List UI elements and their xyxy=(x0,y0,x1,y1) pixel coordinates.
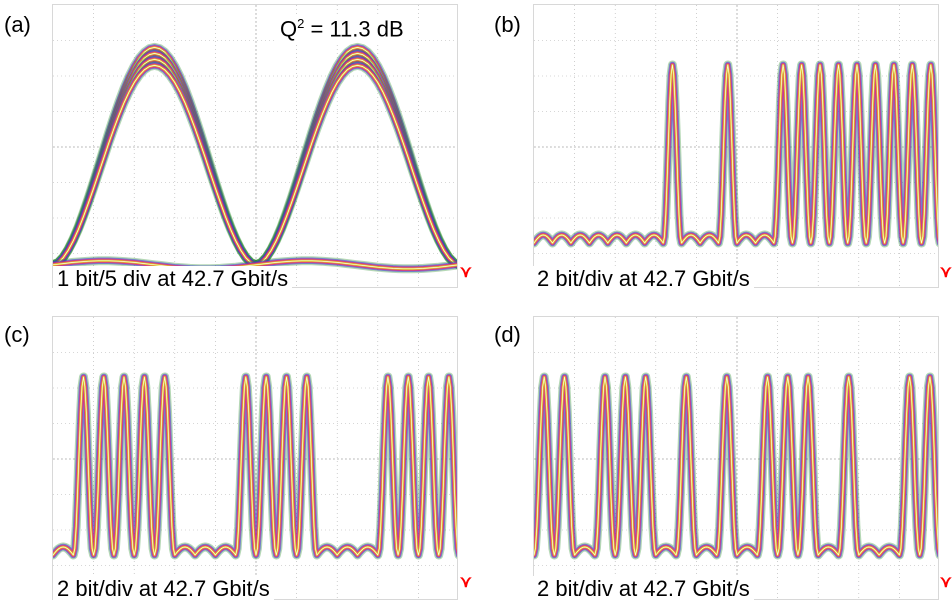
trigger-marker-icon: ⋎ xyxy=(460,264,472,281)
eye-one-pulse-layer-3 xyxy=(254,46,457,267)
panel-b-label: (b) xyxy=(494,12,521,37)
panel-d-waveform-plot xyxy=(533,316,939,600)
eye-one-pulse-layer-2 xyxy=(53,45,259,268)
eye-one-pulse-layer-3 xyxy=(254,64,457,267)
eye-zero-rail-layer-5 xyxy=(53,260,457,270)
eye-one-pulse-layer-1 xyxy=(53,62,260,269)
eye-one-pulse-layer-0 xyxy=(251,42,457,270)
eye-one-pulse-layer-0 xyxy=(53,54,261,270)
panel-d-label: (d) xyxy=(494,322,521,347)
panel-b-waveform-plot xyxy=(533,4,939,288)
panel-a-label: (a) xyxy=(4,12,31,37)
trigger-marker-icon: ⋎ xyxy=(940,574,952,591)
eye-one-pulse-layer-4 xyxy=(53,46,257,266)
panel-c-caption: 2 bit/div at 42.7 Gbit/s xyxy=(53,576,274,602)
waveform-c-svg xyxy=(53,317,457,599)
eye-one-pulse-layer-1 xyxy=(252,62,457,269)
eye-one-pulse-layer-3 xyxy=(254,52,457,267)
eye-one-pulse-layer-5 xyxy=(53,59,257,266)
eye-one-pulse-layer-0 xyxy=(53,48,261,270)
eye-one-pulse-layer-0 xyxy=(251,48,457,270)
eye-one-pulse-layer-3 xyxy=(254,58,457,267)
waveform-d-layer-5 xyxy=(534,376,938,556)
waveform-d-svg xyxy=(534,317,938,599)
panel-d-caption: 2 bit/div at 42.7 Gbit/s xyxy=(533,576,754,602)
q-factor-label: Q2 = 11.3 dB xyxy=(276,16,408,43)
eye-one-pulse-layer-5 xyxy=(255,47,457,266)
eye-one-pulse-layer-5 xyxy=(255,65,457,266)
eye-traces xyxy=(53,42,457,274)
eye-one-pulse-layer-5 xyxy=(255,53,457,266)
waveform-b-layer-5 xyxy=(534,64,938,244)
eye-one-pulse-layer-1 xyxy=(252,50,457,269)
eye-one-pulse-layer-4 xyxy=(255,52,457,266)
grid xyxy=(53,5,457,287)
eye-one-pulse-layer-1 xyxy=(53,56,260,269)
eye-one-pulse-layer-5 xyxy=(53,53,257,266)
trigger-marker-icon: ⋎ xyxy=(940,264,952,281)
eye-one-pulse-layer-3 xyxy=(53,58,258,267)
eye-one-pulse-layer-1 xyxy=(53,50,260,269)
panel-c-label: (c) xyxy=(4,322,30,347)
eye-one-pulse-layer-4 xyxy=(53,64,257,266)
eye-one-pulse-layer-4 xyxy=(53,58,257,266)
q-value: = 11.3 dB xyxy=(304,16,404,42)
eye-one-pulse-layer-5 xyxy=(53,47,257,266)
eye-one-pulse-layer-0 xyxy=(251,60,457,270)
eye-one-pulse-layer-2 xyxy=(53,51,259,268)
eye-one-pulse-layer-1 xyxy=(252,56,457,269)
panel-b-caption: 2 bit/div at 42.7 Gbit/s xyxy=(533,266,754,292)
eye-diagram-svg xyxy=(53,5,457,287)
eye-one-pulse-layer-2 xyxy=(253,63,457,268)
eye-one-pulse-layer-3 xyxy=(53,52,258,267)
eye-one-pulse-layer-3 xyxy=(53,64,258,267)
q-superscript: 2 xyxy=(297,16,305,31)
eye-one-pulse-layer-3 xyxy=(53,46,258,267)
eye-one-pulse-layer-4 xyxy=(255,58,457,266)
eye-one-pulse-layer-5 xyxy=(255,59,457,266)
eye-one-pulse-layer-5 xyxy=(53,65,257,266)
eye-one-pulse-layer-0 xyxy=(53,60,261,270)
waveform-d-layer-1 xyxy=(534,373,938,559)
eye-one-pulse-layer-0 xyxy=(251,54,457,270)
eye-one-pulse-layer-2 xyxy=(253,45,457,268)
eye-diagram-plot xyxy=(52,4,458,288)
eye-one-pulse-layer-2 xyxy=(53,57,259,268)
eye-one-pulse-layer-1 xyxy=(53,44,260,269)
eye-one-pulse-layer-2 xyxy=(53,63,259,268)
eye-one-pulse-layer-2 xyxy=(253,57,457,268)
eye-one-pulse-layer-0 xyxy=(53,42,261,270)
panel-a-caption: 1 bit/5 div at 42.7 Gbit/s xyxy=(53,266,293,292)
panel-c-waveform-plot xyxy=(52,316,458,600)
trigger-marker-icon: ⋎ xyxy=(460,574,472,591)
eye-one-pulse-layer-4 xyxy=(255,46,457,266)
eye-one-pulse-layer-1 xyxy=(252,44,457,269)
eye-one-pulse-layer-4 xyxy=(53,52,257,266)
q-symbol: Q xyxy=(280,16,298,42)
waveform-c-layer-5 xyxy=(53,376,457,556)
eye-one-pulse-layer-2 xyxy=(253,51,457,268)
waveform-b-svg xyxy=(534,5,938,287)
eye-one-pulse-layer-4 xyxy=(255,64,457,266)
